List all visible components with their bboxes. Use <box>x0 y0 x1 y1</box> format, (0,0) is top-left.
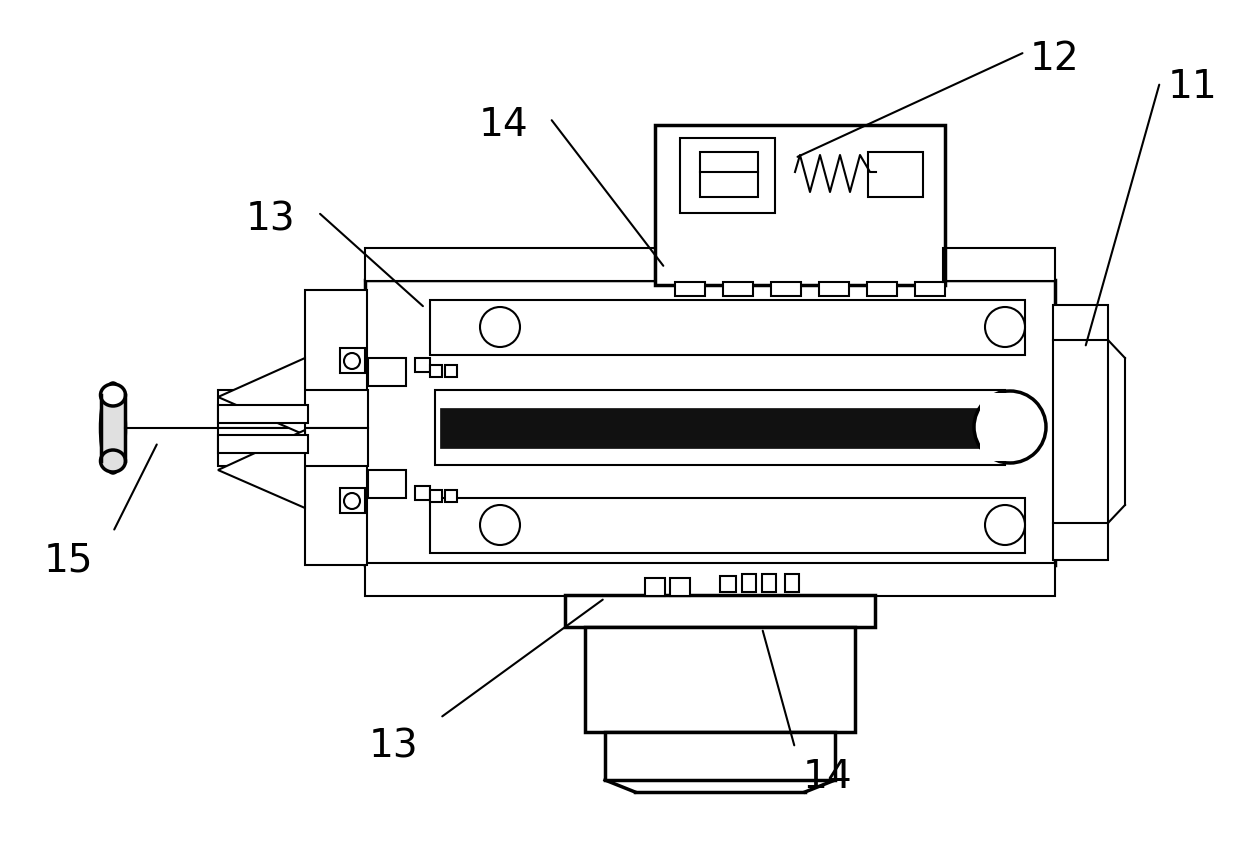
Bar <box>980 393 1013 461</box>
Bar <box>915 282 945 296</box>
Bar <box>100 395 125 461</box>
Bar <box>605 732 835 780</box>
Polygon shape <box>218 358 305 435</box>
Ellipse shape <box>100 450 125 472</box>
Polygon shape <box>218 430 305 508</box>
Text: 14: 14 <box>479 106 528 144</box>
Bar <box>655 125 945 285</box>
Circle shape <box>480 505 520 545</box>
Bar <box>742 574 756 592</box>
Bar <box>771 282 801 296</box>
Bar <box>365 563 1055 596</box>
Bar <box>368 358 405 386</box>
Circle shape <box>343 353 360 369</box>
Circle shape <box>480 307 520 347</box>
Bar <box>565 595 875 627</box>
Bar <box>867 282 897 296</box>
Ellipse shape <box>100 384 125 406</box>
Bar <box>818 282 849 296</box>
Bar <box>445 490 458 502</box>
Bar <box>430 300 1025 355</box>
Bar <box>680 138 775 213</box>
Circle shape <box>985 307 1025 347</box>
Bar <box>430 490 441 502</box>
Bar <box>430 498 1025 553</box>
Bar <box>415 358 430 372</box>
Bar <box>365 248 1055 281</box>
Bar <box>585 627 856 732</box>
Bar <box>415 486 430 500</box>
Bar <box>675 282 706 296</box>
Bar <box>218 435 308 453</box>
Text: 12: 12 <box>1030 40 1080 78</box>
Bar <box>645 578 665 596</box>
Bar <box>435 390 1004 465</box>
Bar <box>368 470 405 498</box>
Bar <box>305 290 367 565</box>
Bar <box>218 405 308 423</box>
Bar <box>720 576 737 592</box>
Bar <box>763 574 776 592</box>
Bar <box>445 365 458 377</box>
Bar <box>340 348 365 373</box>
Circle shape <box>973 391 1047 463</box>
Bar <box>218 390 368 428</box>
Text: 15: 15 <box>43 542 93 580</box>
Bar <box>868 152 923 197</box>
Bar <box>440 408 994 448</box>
Bar <box>723 282 753 296</box>
Text: 11: 11 <box>1168 68 1218 106</box>
Bar <box>1053 305 1109 560</box>
Bar <box>340 488 365 513</box>
Text: 13: 13 <box>246 200 295 238</box>
Bar <box>218 428 368 466</box>
Circle shape <box>985 505 1025 545</box>
Ellipse shape <box>100 383 125 473</box>
Bar <box>430 365 441 377</box>
Bar <box>785 574 799 592</box>
Text: 13: 13 <box>368 728 418 766</box>
Circle shape <box>343 493 360 509</box>
Bar <box>365 280 1055 565</box>
Text: 14: 14 <box>804 758 853 796</box>
Bar <box>670 578 689 596</box>
Bar <box>701 152 758 197</box>
